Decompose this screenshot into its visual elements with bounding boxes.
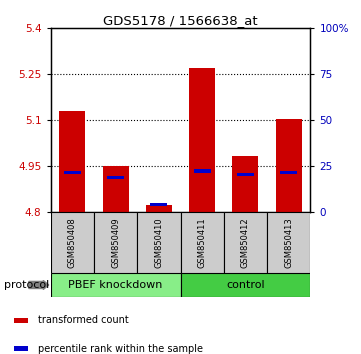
Bar [189,68,215,212]
Text: protocol: protocol [4,280,49,290]
Bar [194,170,210,172]
Bar [232,156,258,212]
Bar [51,212,94,273]
Bar [94,212,137,273]
Text: control: control [226,280,265,290]
Text: GSM850409: GSM850409 [111,217,120,268]
Text: PBEF knockdown: PBEF knockdown [68,280,163,290]
Bar [64,171,81,174]
Bar [137,212,180,273]
Bar [224,212,267,273]
Bar [280,171,297,174]
Bar [237,172,254,176]
Bar [14,318,28,322]
Bar [59,111,85,212]
Text: transformed count: transformed count [38,315,129,325]
Text: GSM850411: GSM850411 [198,217,206,268]
Bar [267,212,310,273]
Bar [107,176,124,179]
Text: GSM850412: GSM850412 [241,217,250,268]
Title: GDS5178 / 1566638_at: GDS5178 / 1566638_at [103,14,258,27]
Text: GSM850408: GSM850408 [68,217,77,268]
Bar [180,273,310,297]
Bar [103,166,129,212]
Bar [276,119,302,212]
Bar [151,203,167,206]
Text: percentile rank within the sample: percentile rank within the sample [38,344,203,354]
Text: GSM850410: GSM850410 [155,217,163,268]
Bar [14,346,28,351]
Bar [146,205,172,212]
Bar [51,273,180,297]
Bar [180,212,224,273]
Text: GSM850413: GSM850413 [284,217,293,268]
